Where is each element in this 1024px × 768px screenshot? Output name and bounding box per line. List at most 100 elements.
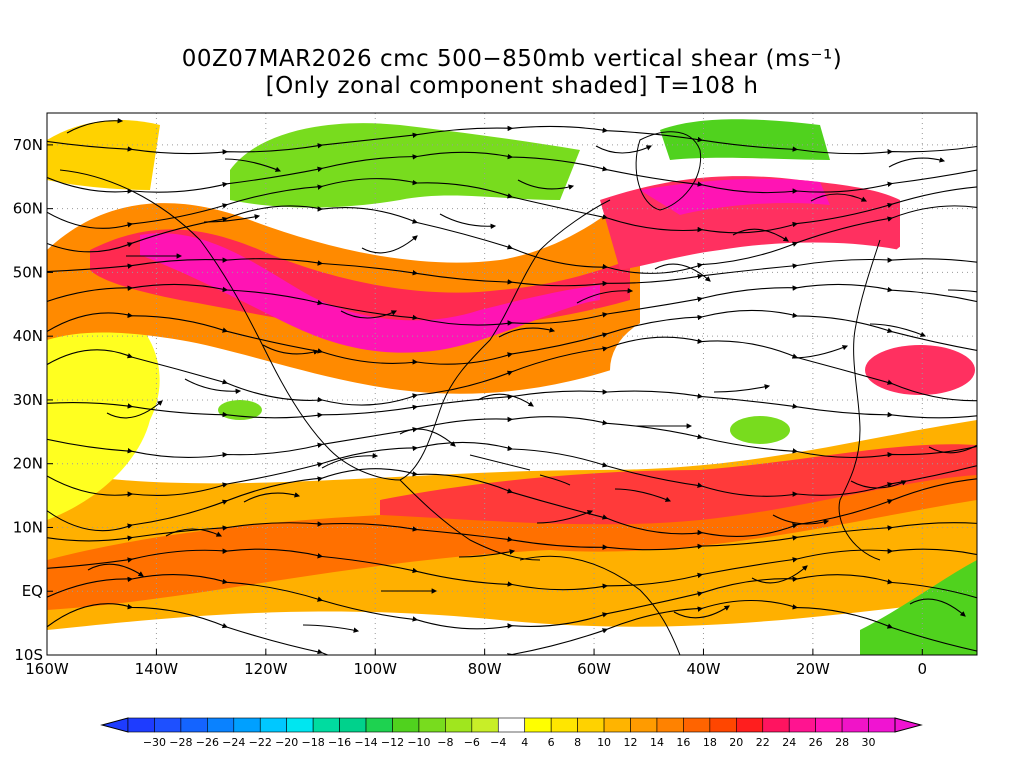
- colorbar-label: 4: [521, 736, 528, 749]
- lon-label: 0: [918, 660, 928, 678]
- streamline: [673, 605, 730, 619]
- streamline: [47, 205, 977, 274]
- latitude-labels: 70N 60N 50N 40N 30N 20N 10N EQ 10S: [13, 136, 53, 664]
- colorbar-label: −30: [143, 736, 166, 749]
- streamline: [614, 488, 672, 502]
- colorbar-swatch: [630, 717, 658, 733]
- map-title-line-2: [Only zonal component shaded] T=108 h: [265, 73, 759, 99]
- colorbar-label: −4: [490, 736, 506, 749]
- lat-label: 30N: [13, 391, 43, 409]
- colorbar-swatch: [127, 717, 155, 733]
- colorbar-swatch: [550, 717, 578, 733]
- streamline: [751, 565, 808, 584]
- streamline: [165, 528, 222, 537]
- streamline: [302, 624, 360, 633]
- lon-label: 60W: [577, 660, 611, 678]
- streamline: [47, 125, 977, 155]
- colorbar-swatch: [445, 717, 473, 733]
- lon-label: 160W: [25, 660, 69, 678]
- colorbar-swatch: [683, 717, 711, 733]
- lon-label: 20W: [796, 660, 830, 678]
- lat-label: 20N: [13, 455, 43, 473]
- colorbar-swatch: [709, 717, 737, 733]
- colorbar-label: 30: [862, 736, 876, 749]
- streamline: [66, 117, 124, 134]
- streamline: [321, 452, 379, 469]
- colorbar-swatch: [736, 717, 764, 733]
- streamline: [595, 145, 652, 154]
- colorbar-label: −8: [437, 736, 453, 749]
- streamline: [106, 400, 163, 419]
- streamline: [243, 492, 301, 503]
- lon-label: 120W: [244, 660, 288, 678]
- colorbar-swatch: [841, 717, 869, 733]
- streamline: [928, 444, 977, 454]
- colorbar-label: 18: [703, 736, 717, 749]
- streamline: [772, 514, 830, 525]
- streamline: [909, 598, 966, 617]
- streamline: [732, 228, 789, 242]
- colorbar-label: −16: [328, 736, 351, 749]
- colorbar-swatch: [154, 717, 182, 733]
- streamline: [361, 235, 418, 254]
- colorbar-swatch: [603, 717, 631, 733]
- streamline: [810, 193, 867, 202]
- streamline: [888, 157, 946, 168]
- streamline: [224, 158, 282, 172]
- streamline: [947, 289, 977, 293]
- colorbar-label: −14: [354, 736, 377, 749]
- colorbar-label: 8: [574, 736, 581, 749]
- colorbar-swatch: [180, 717, 208, 733]
- lon-label: 40W: [687, 660, 721, 678]
- streamline: [850, 480, 907, 489]
- colorbar-max-arrow: [894, 717, 923, 733]
- streamline: [87, 563, 144, 577]
- colorbar-swatch: [339, 717, 367, 733]
- colorbar: −30 −28 −26 −24 −22 −20 −18 −16 −14 −12 −10 −8 −6 −4 4…: [100, 717, 923, 749]
- lat-label: 50N: [13, 263, 43, 281]
- streamline: [439, 213, 497, 230]
- streamline: [536, 510, 594, 524]
- colorbar-label: −26: [196, 736, 219, 749]
- lat-label: 40N: [13, 327, 43, 345]
- map-title-line-1: 00Z07MAR2026 cmc 500−850mb vertical shea…: [181, 46, 843, 72]
- lon-label: 80W: [468, 660, 502, 678]
- lat-label: 70N: [13, 136, 43, 154]
- streamline: [477, 393, 534, 407]
- streamline: [498, 327, 556, 338]
- lat-label: EQ: [22, 582, 43, 600]
- streamline: [340, 310, 397, 319]
- streamline: [654, 263, 711, 282]
- streamline: [47, 336, 977, 406]
- streamline: [399, 428, 456, 447]
- longitude-labels: 160W 140W 120W 100W 80W 60W 40W 20W 0: [25, 649, 927, 678]
- colorbar-swatch: [788, 717, 816, 733]
- streamlines: [47, 117, 977, 655]
- colorbar-label: −22: [249, 736, 272, 749]
- colorbar-swatch: [577, 717, 605, 733]
- streamline: [184, 378, 242, 395]
- colorbar-swatch: [868, 717, 896, 733]
- streamline: [517, 179, 575, 190]
- colorbar-label: 20: [729, 736, 743, 749]
- colorbar-swatch: [656, 717, 684, 733]
- colorbar-label: −6: [464, 736, 480, 749]
- colorbar-swatch: [233, 717, 261, 733]
- colorbar-swatch: [471, 717, 499, 733]
- colorbar-label: −24: [222, 736, 245, 749]
- streamline: [576, 287, 634, 304]
- lon-label: 140W: [135, 660, 179, 678]
- colorbar-swatch: [524, 717, 552, 733]
- colorbar-min-arrow: [100, 717, 129, 733]
- colorbar-swatch: [815, 717, 843, 733]
- colorbar-swatch: [497, 717, 526, 733]
- colorbar-label: −10: [407, 736, 430, 749]
- streamline: [203, 214, 261, 223]
- colorbar-label: 12: [624, 736, 638, 749]
- streamline: [458, 549, 516, 558]
- lat-label: 10N: [13, 518, 43, 536]
- colorbar-swatch: [762, 717, 790, 733]
- colorbar-label: 28: [835, 736, 849, 749]
- colorbar-swatch: [207, 717, 235, 733]
- streamline: [869, 323, 927, 337]
